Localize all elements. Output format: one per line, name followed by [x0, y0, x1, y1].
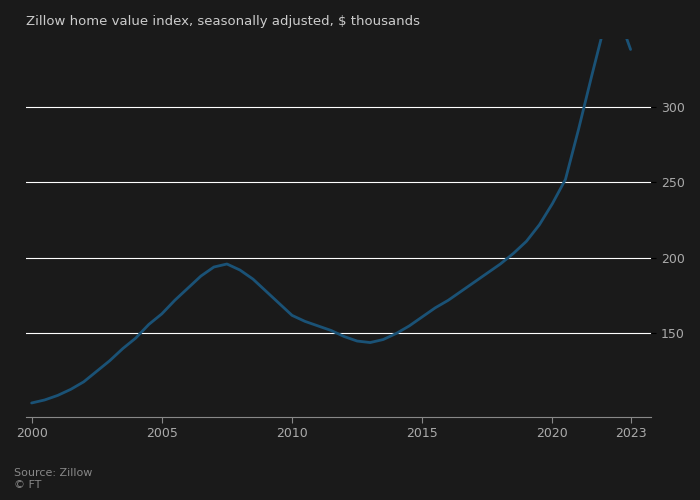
Text: Source: Zillow
© FT: Source: Zillow © FT: [14, 468, 92, 490]
Text: Zillow home value index, seasonally adjusted, $ thousands: Zillow home value index, seasonally adju…: [27, 15, 421, 28]
